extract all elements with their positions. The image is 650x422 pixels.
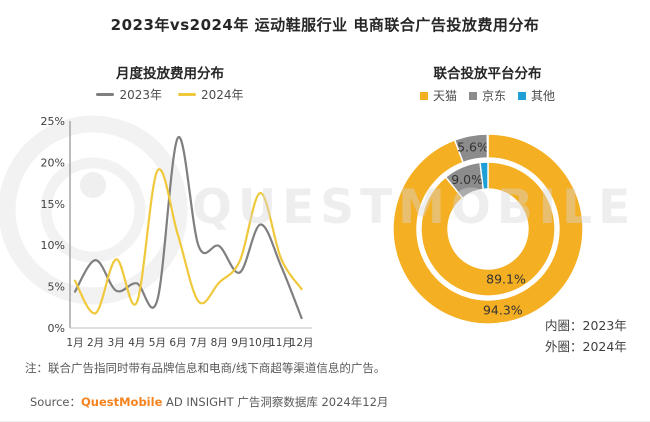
legend-label-tmall: 天猫 (432, 89, 457, 103)
y-tick-label: 25% (41, 115, 65, 128)
source-prefix: Source： (30, 395, 81, 409)
legend-item-2024: 2024年 (178, 86, 244, 103)
monthly-spend-line-chart: 0% 5% 10% 15% 20% 25% 1月 2月 3月 4月 5月 6月 7月 8月 9月 10月11月… (41, 115, 314, 349)
x-tick-label: 9月 (231, 337, 248, 349)
line-chart-title: 月度投放费用分布 (116, 66, 224, 82)
line-series-2023年 (73, 136, 303, 320)
legend-label-2024: 2024年 (201, 88, 244, 102)
donut-segment-outer-其他 (486, 133, 489, 159)
x-tick-label: 1月 (66, 337, 83, 349)
line-chart-legend: 2023年 2024年 (40, 86, 300, 103)
legend-label-jd: 京东 (481, 89, 506, 103)
outer-ring-caption: 外圈：2024年 (545, 339, 627, 354)
donut-chart-legend: 天猫 京东 其他 (375, 87, 600, 104)
line-series-2024年 (73, 168, 303, 315)
x-tick-label: 2月 (87, 337, 104, 349)
x-tick-label: 11月 (269, 337, 293, 349)
y-tick-label: 15% (41, 198, 65, 211)
y-tick-label: 5% (48, 281, 65, 294)
x-tick-label: 10月 (248, 337, 272, 349)
x-tick-label: 5月 (149, 337, 166, 349)
y-tick-label: 20% (41, 156, 65, 169)
x-tick-label: 6月 (169, 337, 186, 349)
page-title: 2023年vs2024年 运动鞋服行业 电商联合广告投放费用分布 (110, 16, 540, 34)
y-tick-label: 0% (48, 322, 65, 335)
source-brand: QuestMobile (81, 395, 163, 409)
y-tick-label: 10% (41, 239, 65, 252)
inner-ring-caption: 内圈：2023年 (545, 318, 627, 333)
donut-label-outer-天猫: 94.3% (483, 303, 523, 318)
legend-item-tmall: 天猫 (419, 87, 457, 104)
donut-segment-inner-其他 (479, 161, 489, 191)
square-swatch-other (518, 91, 526, 100)
donut-segment-inner-天猫 (420, 161, 556, 297)
legend-item-other: 其他 (518, 87, 555, 104)
x-tick-label: 8月 (211, 337, 228, 349)
line-swatch-2024 (178, 93, 196, 96)
donut-label-inner-天猫: 89.1% (486, 271, 526, 286)
footnote: 注：联合广告指同时带有品牌信息和电商/线下商超等渠道信息的广告。 (25, 361, 386, 375)
legend-item-jd: 京东 (468, 87, 506, 104)
x-tick-label: 3月 (108, 337, 125, 349)
platform-donut-chart: 89.1% 9.0% 94.3% 5.6% (392, 133, 584, 325)
x-tick-label: 12月 (290, 337, 314, 349)
source-suffix: AD INSIGHT 广告洞察数据库 2024年12月 (162, 395, 389, 409)
square-swatch-jd (468, 91, 477, 100)
x-tick-label: 4月 (128, 337, 145, 349)
donut-label-inner-京东: 9.0% (451, 172, 483, 187)
legend-label-2023: 2023年 (119, 88, 162, 102)
donut-label-outer-京东: 5.6% (457, 139, 489, 154)
donut-chart-title: 联合投放平台分布 (433, 66, 542, 82)
source-line: Source：QuestMobile AD INSIGHT 广告洞察数据库 20… (30, 394, 388, 410)
legend-item-2023: 2023年 (96, 86, 162, 103)
donut-segment-outer-天猫 (392, 133, 584, 325)
line-swatch-2023 (96, 93, 115, 96)
legend-label-other: 其他 (531, 89, 556, 103)
square-swatch-tmall (419, 91, 428, 100)
ring-captions: 内圈：2023年 外圈：2024年 (545, 315, 627, 357)
x-tick-label: 7月 (190, 337, 207, 349)
